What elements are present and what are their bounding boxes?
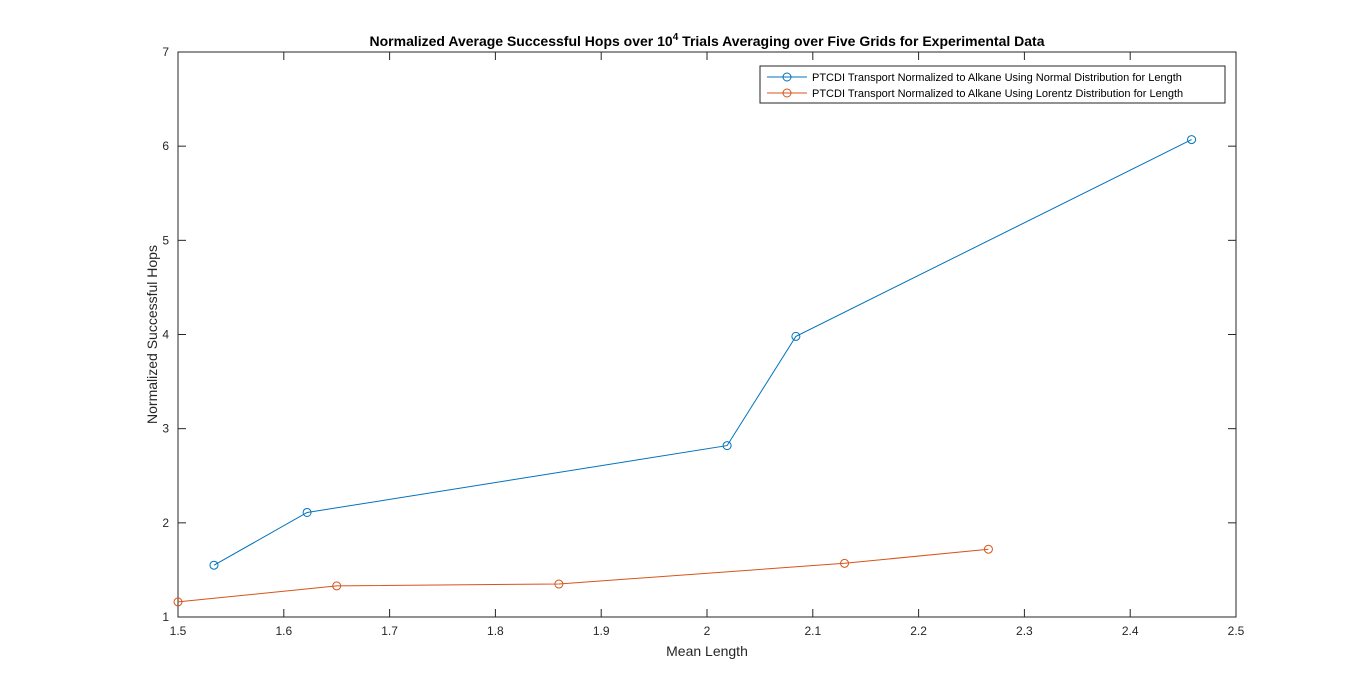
y-axis-label: Normalized Successful Hops (144, 245, 160, 424)
x-tick-label: 2.5 (1228, 624, 1245, 638)
x-tick-label: 1.5 (170, 624, 187, 638)
legend: PTCDI Transport Normalized to Alkane Usi… (759, 65, 1226, 104)
chart-title: Normalized Average Successful Hops over … (370, 32, 1045, 49)
y-tick-label: 3 (162, 422, 169, 436)
x-tick-label: 1.7 (381, 624, 398, 638)
x-tick-label: 2.1 (804, 624, 821, 638)
x-tick-label: 1.9 (593, 624, 610, 638)
plot-area (177, 51, 1237, 618)
legend-entry-label: PTCDI Transport Normalized to Alkane Usi… (812, 88, 1183, 100)
y-axis-ticks: 1 2 3 4 5 6 7 (162, 45, 1236, 624)
series-line (213, 139, 1192, 566)
series-2 (173, 544, 993, 607)
chart-title-superscript: 4 (673, 32, 679, 43)
chart-title-prefix: Normalized Average Successful Hops over … (370, 33, 673, 49)
series-1 (209, 135, 1197, 570)
x-tick-label: 2 (704, 624, 711, 638)
y-tick-label: 4 (162, 328, 169, 342)
x-tick-label: 2.3 (1016, 624, 1033, 638)
legend-marker (782, 72, 792, 82)
data-point-marker (209, 560, 219, 570)
legend-marker (782, 88, 792, 98)
data-point-marker (840, 558, 850, 568)
chart-title-suffix: Trials Averaging over Five Grids for Exp… (678, 33, 1044, 49)
data-point-marker (791, 331, 801, 341)
x-tick-label: 1.8 (487, 624, 504, 638)
data-point-marker (332, 581, 342, 591)
data-point-marker (554, 579, 564, 589)
legend-box (759, 65, 1226, 104)
data-point-marker (1187, 135, 1197, 145)
y-tick-label: 2 (162, 516, 169, 530)
x-axis-label: Mean Length (666, 643, 748, 659)
y-tick-label: 6 (162, 139, 169, 153)
x-tick-label: 2.2 (910, 624, 927, 638)
y-tick-label: 5 (162, 233, 169, 247)
series-line (177, 548, 989, 603)
x-tick-label: 2.4 (1122, 624, 1139, 638)
y-tick-label: 7 (162, 45, 169, 59)
data-point-marker (983, 544, 993, 554)
series-layer (173, 135, 1197, 607)
x-tick-label: 1.6 (275, 624, 292, 638)
y-tick-label: 1 (162, 610, 169, 624)
data-point-marker (722, 441, 732, 451)
data-point-marker (173, 597, 183, 607)
x-axis-ticks: 1.5 1.6 1.7 1.8 1.9 2 2.1 2.2 2.3 2.4 2.5 (170, 52, 1245, 638)
legend-entry-label: PTCDI Transport Normalized to Alkane Usi… (812, 72, 1182, 84)
data-point-marker (302, 507, 312, 517)
